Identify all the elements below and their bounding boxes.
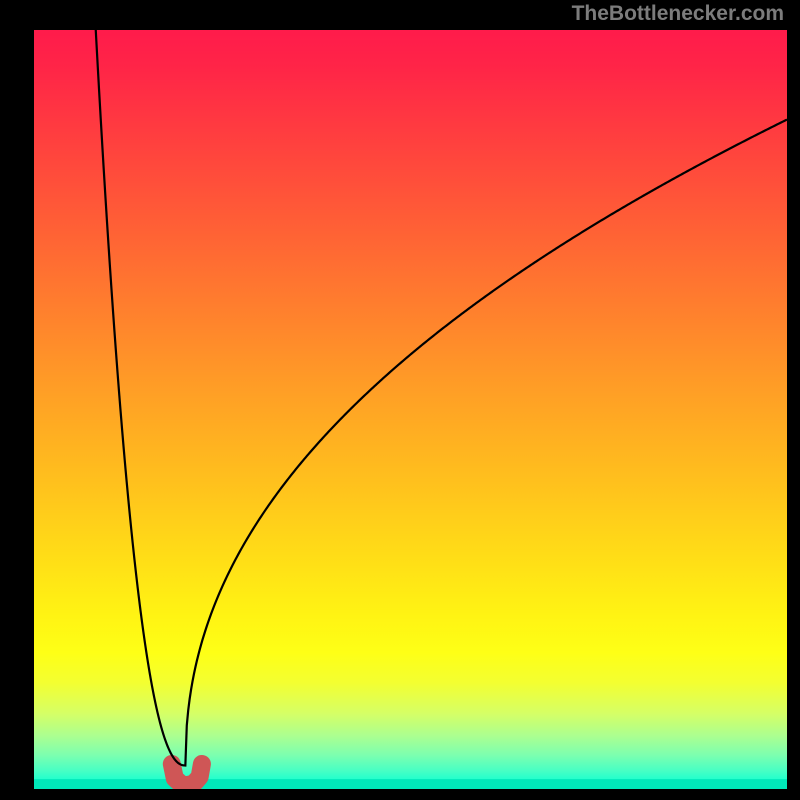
plot-bottom-band	[34, 779, 787, 789]
plot-background-gradient	[34, 30, 787, 789]
bottleneck-plot	[34, 30, 787, 789]
frame-right	[787, 0, 800, 800]
watermark-text: TheBottlenecker.com	[572, 2, 784, 26]
frame-bottom	[0, 789, 800, 800]
frame-left	[0, 0, 34, 800]
